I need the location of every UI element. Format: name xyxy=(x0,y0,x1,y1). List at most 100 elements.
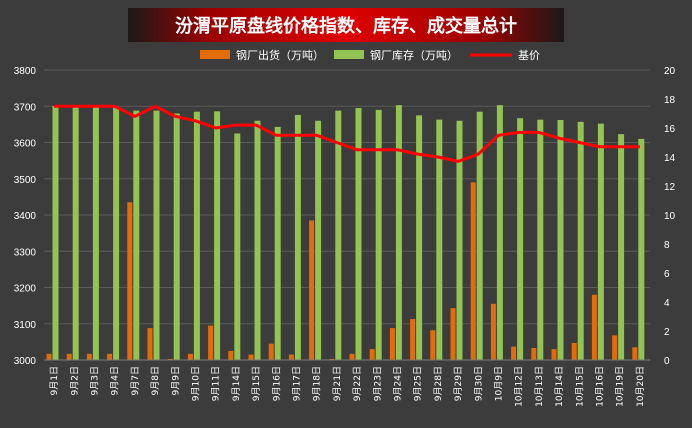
bar-shipments xyxy=(127,202,133,360)
y-left-tick-label: 3300 xyxy=(14,247,37,258)
x-tick-label: 10月16日 xyxy=(595,366,606,407)
x-tick-label: 9月30日 xyxy=(473,366,484,401)
bar-inventory xyxy=(234,133,241,360)
bar-inventory xyxy=(193,111,200,360)
bar-shipments xyxy=(309,220,315,360)
bar-shipments xyxy=(612,335,618,360)
bar-shipments xyxy=(591,294,597,360)
x-tick-label: 9月24日 xyxy=(393,366,404,401)
x-tick-label: 9月21日 xyxy=(332,366,343,401)
bar-shipments xyxy=(430,330,436,360)
x-tick-label: 9月16日 xyxy=(271,366,282,401)
bar-inventory xyxy=(315,120,322,360)
price-line xyxy=(54,104,640,163)
legend-label-inventory: 钢厂库存（万吨） xyxy=(370,48,458,62)
y-left-tick-label: 3600 xyxy=(14,139,37,150)
bar-shipments xyxy=(531,348,537,360)
bar-inventory xyxy=(274,126,281,360)
legend-swatch-inventory xyxy=(334,50,364,59)
bar-shipments xyxy=(389,328,395,360)
x-tick-label: 9月11日 xyxy=(211,366,222,401)
bar-inventory xyxy=(618,134,625,360)
bar-shipments xyxy=(329,358,335,360)
bar-shipments xyxy=(410,319,416,360)
bar-inventory xyxy=(294,114,301,360)
bar-shipments xyxy=(66,353,72,360)
title-banner xyxy=(128,8,564,42)
y-right-tick-label: 2 xyxy=(664,327,670,338)
bar-inventory xyxy=(375,109,382,360)
bar-shipments xyxy=(46,353,52,360)
bar-shipments xyxy=(490,303,496,360)
y-axis-left: 3000 3100 3200 3300 3400 3500 3600 3700 3800 xyxy=(14,66,37,367)
y-right-tick-label: 4 xyxy=(664,298,670,309)
bar-inventory xyxy=(153,110,160,360)
bar-shipments xyxy=(107,353,113,360)
bar-inventory xyxy=(355,108,362,360)
bar-shipments xyxy=(167,358,173,360)
y-left-tick-label: 3200 xyxy=(14,284,37,295)
x-tick-label: 9月15日 xyxy=(251,366,262,401)
y-right-tick-label: 16 xyxy=(664,124,676,135)
bar-inventory xyxy=(537,119,544,360)
bar-inventory xyxy=(456,120,463,360)
x-tick-label: 9月4日 xyxy=(110,366,121,395)
x-axis: 9月1日 9月2日 9月3日 9月4日 9月7日 9月8日 9月9日 9月10日 9月11日 9月… xyxy=(44,359,650,407)
y-right-tick-label: 20 xyxy=(664,66,676,77)
x-tick-label: 9月18日 xyxy=(312,366,323,401)
x-tick-label: 9月25日 xyxy=(413,366,424,401)
x-tick-label: 10月12日 xyxy=(514,366,525,407)
x-tick-label: 9月28日 xyxy=(433,366,444,401)
bar-inventory xyxy=(496,105,503,360)
bar-shipments xyxy=(147,328,153,360)
x-tick-label: 9月22日 xyxy=(352,366,363,401)
x-tick-label: 9月1日 xyxy=(49,366,60,395)
bar-shipments xyxy=(450,308,456,360)
y-right-tick-label: 12 xyxy=(664,182,676,193)
y-right-tick-label: 8 xyxy=(664,240,670,251)
bar-shipments xyxy=(470,182,476,360)
x-tick-label: 9月23日 xyxy=(372,366,383,401)
bar-shipments xyxy=(632,347,638,360)
bar-inventory xyxy=(597,123,604,361)
y-left-tick-label: 3500 xyxy=(14,175,37,186)
legend-label-shipments: 钢厂出货（万吨） xyxy=(236,48,324,62)
x-tick-label: 10月13日 xyxy=(534,366,545,407)
x-tick-label: 9月9日 xyxy=(170,366,181,395)
bar-inventory xyxy=(254,120,261,360)
bar-shipments xyxy=(228,350,234,360)
bar-shipments xyxy=(86,353,92,360)
x-tick-label: 10月9日 xyxy=(494,366,505,401)
y-right-tick-label: 0 xyxy=(664,356,670,367)
bar-inventory xyxy=(173,113,180,360)
bar-inventory xyxy=(517,118,524,361)
x-tick-label: 9月2日 xyxy=(69,366,80,395)
y-left-tick-label: 3100 xyxy=(14,320,37,331)
legend: 钢厂出货（万吨） 钢厂库存（万吨） 基价 xyxy=(200,48,540,62)
x-tick-label: 10月19日 xyxy=(615,366,626,407)
bar-inventory xyxy=(395,105,402,360)
bar-shipments xyxy=(369,349,375,360)
bar-inventory xyxy=(72,106,79,360)
bar-inventory xyxy=(113,107,120,361)
bar-inventory xyxy=(133,110,140,360)
bar-shipments xyxy=(551,349,557,360)
y-left-tick-label: 3400 xyxy=(14,211,37,222)
y-left-tick-label: 3800 xyxy=(14,66,37,77)
x-tick-label: 9月3日 xyxy=(90,366,101,395)
bar-shipments xyxy=(288,354,294,360)
legend-swatch-shipments xyxy=(200,50,230,59)
y-right-tick-label: 6 xyxy=(664,269,670,280)
y-right-tick-label: 14 xyxy=(664,153,676,164)
x-tick-label: 9月29日 xyxy=(453,366,464,401)
x-tick-label: 10月15日 xyxy=(574,366,585,407)
legend-label-price: 基价 xyxy=(518,49,540,62)
bar-shipments xyxy=(248,354,254,360)
bar-inventory xyxy=(638,138,645,360)
y-right-tick-label: 18 xyxy=(664,95,676,106)
bar-inventory xyxy=(214,111,221,360)
x-tick-label: 9月7日 xyxy=(130,366,141,395)
y-axis-right: 0 2 4 6 8 10 12 14 16 18 20 xyxy=(664,66,676,367)
x-tick-label: 10月20日 xyxy=(635,366,646,407)
